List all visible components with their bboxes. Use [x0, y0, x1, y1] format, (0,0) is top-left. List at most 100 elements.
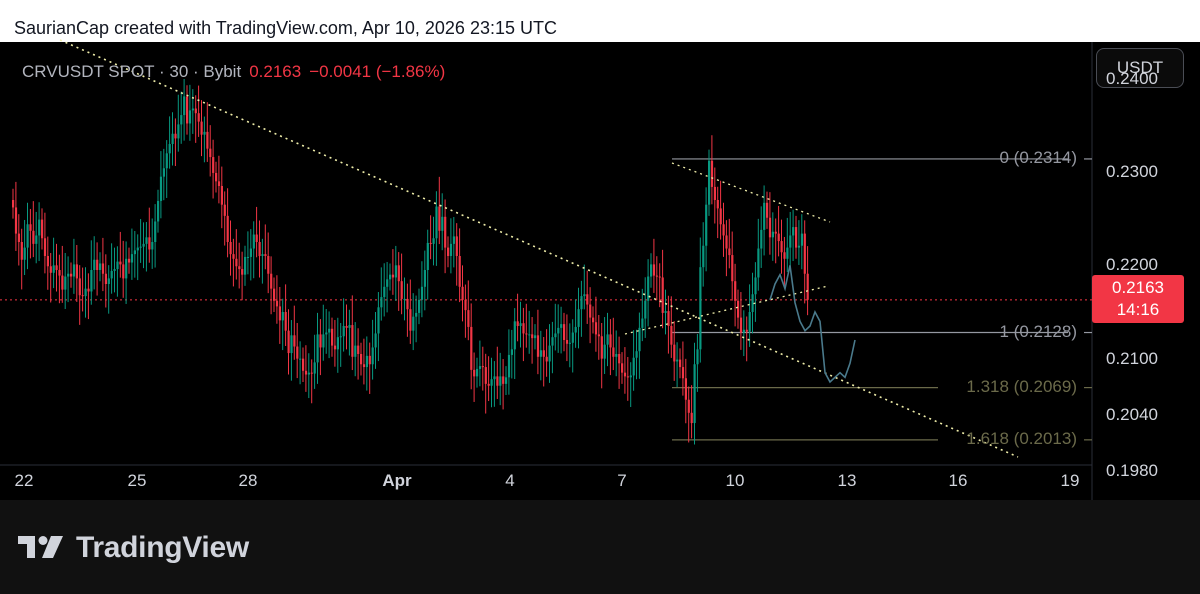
candle-body [345, 325, 348, 328]
candle-body [516, 321, 519, 326]
tradingview-logo-icon [18, 536, 63, 558]
candle-body [519, 323, 522, 326]
candle-body [592, 317, 595, 323]
candle-body [252, 234, 255, 249]
candle-body [531, 334, 534, 339]
chart-area[interactable] [0, 42, 1200, 500]
symbol-info: CRVUSDT SPOT · 30 · Bybit [22, 62, 242, 81]
candle-body [522, 323, 525, 334]
candle-body [638, 327, 641, 352]
candle-body [154, 221, 157, 242]
candle-body [780, 241, 783, 253]
candle-body [690, 412, 693, 424]
candle-body [681, 367, 685, 379]
candle-body [84, 288, 87, 297]
time-tick-label: 4 [505, 471, 515, 490]
candle-body [441, 216, 444, 231]
candle-body [191, 108, 194, 111]
candle-body [270, 273, 273, 289]
candle-body [560, 324, 563, 328]
candle-body [655, 275, 658, 277]
candle-body [650, 264, 653, 277]
candle-body [55, 265, 58, 270]
candle-body [351, 325, 354, 357]
candle-body [705, 204, 708, 246]
wedge-upper-line [671, 162, 831, 223]
candle-body [771, 231, 774, 238]
projection-path [769, 265, 856, 384]
candle-body [171, 133, 174, 145]
fib-level-label: 0 (0.2314) [999, 147, 1078, 167]
candle-body [594, 322, 598, 335]
candle-body [792, 227, 795, 236]
candle-body [391, 274, 395, 278]
candle-body [162, 168, 165, 177]
candle-body [806, 273, 809, 300]
candle-body [174, 133, 177, 139]
candle-body [14, 207, 18, 234]
candle-body [368, 355, 371, 365]
candle-body [32, 230, 35, 244]
candle-body [209, 148, 212, 158]
candle-body [612, 347, 615, 357]
candle-body [406, 298, 409, 310]
candle-body [786, 247, 789, 259]
candle-body [26, 224, 29, 248]
candle-body [565, 339, 569, 344]
candle-body [449, 243, 453, 256]
candle-body [539, 350, 542, 357]
candle-body [670, 325, 673, 345]
candle-body [444, 216, 447, 248]
candle-body [557, 327, 560, 334]
candle-body [418, 299, 421, 313]
candle-body [763, 202, 766, 230]
candle-body [641, 318, 644, 328]
candle-body [389, 274, 392, 280]
candle-body [481, 366, 484, 368]
candle-body [473, 369, 476, 377]
time-tick-label: Apr [382, 471, 412, 490]
candle-body [72, 264, 76, 277]
time-tick-label: 10 [725, 471, 745, 490]
candle-body [75, 264, 78, 279]
candle-body [525, 333, 528, 335]
candle-body [20, 241, 23, 260]
candle-body [412, 316, 415, 331]
candle-body [484, 367, 487, 384]
candle-body [800, 233, 803, 246]
fib-level-label: 1.318 (0.2069) [966, 376, 1077, 396]
tradingview-logo: TradingView [18, 531, 249, 565]
candle-body [397, 265, 400, 282]
candle-body [64, 276, 67, 290]
descending-trendline [59, 39, 1019, 458]
candle-body [217, 181, 221, 186]
candle-body [362, 364, 366, 368]
candle-body [354, 345, 357, 357]
candle-body [420, 286, 424, 300]
legend-price: 0.2163 [249, 62, 302, 81]
candle-body [29, 224, 32, 231]
candle-body [377, 307, 380, 334]
candle-body [125, 258, 128, 279]
candle-body [215, 172, 218, 182]
candle-body [623, 372, 627, 377]
candle-body [119, 261, 122, 265]
candle-body [452, 236, 455, 244]
candle-body [145, 237, 148, 244]
price-tick-label: 0.2300 [1106, 162, 1158, 181]
currency-button[interactable]: USDT [1096, 48, 1184, 88]
candle-body [299, 358, 302, 360]
candle-body [101, 263, 105, 274]
candle-body [41, 219, 44, 239]
candle-body [113, 269, 116, 271]
candle-body [400, 281, 403, 299]
candle-body [458, 255, 461, 287]
candle-body [307, 372, 310, 375]
candle-body [246, 256, 250, 258]
candle-body [728, 248, 731, 256]
candle-body [49, 266, 52, 273]
candle-body [563, 324, 566, 340]
candle-body [574, 326, 577, 333]
candle-body [223, 204, 226, 216]
